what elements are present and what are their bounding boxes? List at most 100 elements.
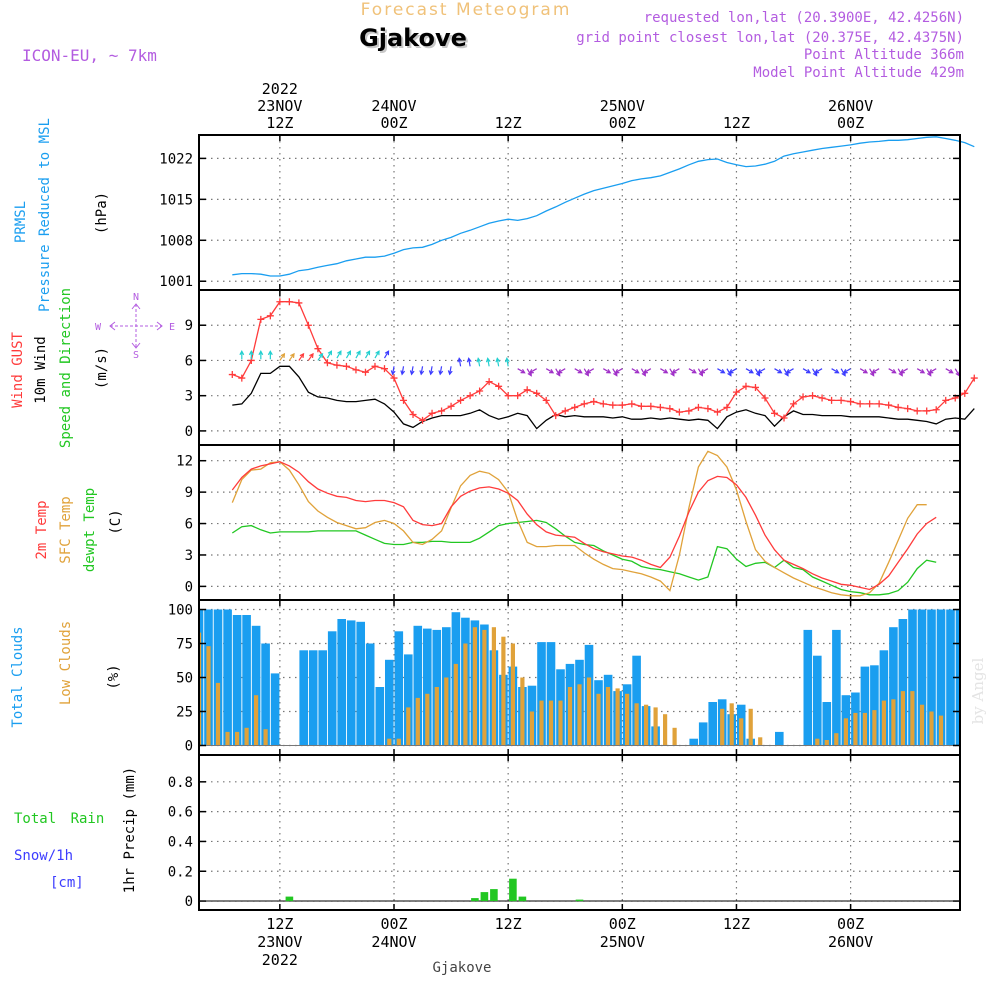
precip-y-ticks: 0 0.2 0.4 0.6 0.8 <box>168 775 960 910</box>
gust-point <box>913 407 921 415</box>
low-cloud-bar <box>387 738 392 746</box>
location-title-shadow: Gjakove <box>361 26 469 54</box>
wind-arrow <box>487 358 490 367</box>
total-cloud-bar <box>299 650 308 746</box>
clouds-unit: (%) <box>106 664 122 689</box>
total-cloud-bar <box>889 627 898 746</box>
bottom-time-label: 24NOV <box>371 933 416 951</box>
total-cloud-bar <box>546 642 556 746</box>
wind-arrow <box>477 358 481 367</box>
wind-arrow <box>430 366 433 375</box>
wind-arrow-head <box>309 352 314 358</box>
y-tick-label: 9 <box>185 318 193 334</box>
gust-point <box>457 396 465 404</box>
low-cloud-bar <box>824 740 829 746</box>
total-cloud-bar <box>242 615 251 746</box>
wind-arrow <box>449 366 452 375</box>
low-cloud-bar <box>815 738 820 746</box>
total-cloud-bar <box>232 615 242 746</box>
bottom-time-label: 2022 <box>262 951 298 969</box>
location-title: Gjakove <box>359 24 467 52</box>
y-tick-label: 3 <box>185 389 193 405</box>
clouds-panel: 0 25 50 75 100 Total Clouds Low Clouds (%) b… <box>10 599 987 756</box>
low-cloud-bar <box>672 727 677 746</box>
wind-arrow-head <box>356 350 361 356</box>
rain-bar <box>285 896 294 902</box>
total-cloud-bar <box>689 738 698 746</box>
wind-arrow-head <box>400 370 406 376</box>
total-cloud-bar <box>775 731 784 746</box>
total-cloud-bar <box>908 609 917 746</box>
wind-arrow-head <box>691 368 697 374</box>
total-cloud-bar <box>537 642 546 746</box>
wind-arrow-head <box>748 368 754 374</box>
gust-point <box>561 407 569 415</box>
super-title: Forecast Meteogram <box>361 0 572 20</box>
precip-frame <box>198 754 961 911</box>
wind-arrow <box>411 366 414 375</box>
wind-arrow <box>643 368 652 374</box>
low-cloud-bar <box>434 687 439 746</box>
wind-arrow-head <box>928 368 934 374</box>
wind-arrow <box>945 368 953 374</box>
wind-label-10m: 10m Wind <box>33 336 49 403</box>
compass-north: N <box>133 292 139 303</box>
wind-arrow <box>697 368 703 376</box>
y-tick-label: 6 <box>185 353 193 369</box>
total-cloud-bar <box>385 659 394 746</box>
low-cloud-bar <box>758 737 763 746</box>
y-tick-label: 100 <box>168 603 193 619</box>
bottom-time-label: 12Z <box>723 915 750 933</box>
gust-point <box>333 361 341 369</box>
wind-arrow <box>814 368 823 374</box>
wind-arrow-head <box>495 357 501 363</box>
low-cloud-bar <box>891 699 896 746</box>
info-model-altitude: Model Point Altitude 429m <box>753 65 964 81</box>
wind-arrow-head <box>390 370 396 376</box>
gust-point <box>342 362 350 370</box>
clouds-bars <box>199 609 960 746</box>
low-cloud-bar <box>453 663 458 746</box>
low-cloud-bar <box>482 629 487 746</box>
wind-arrow <box>517 368 525 374</box>
watermark: by Angel <box>969 657 987 724</box>
wind-arrow <box>754 368 761 376</box>
wind-arrow <box>757 368 766 374</box>
precip-label-snow-unit: [cm] <box>50 875 84 891</box>
gust-point <box>552 412 560 420</box>
gust-point <box>380 365 388 373</box>
gust-point <box>932 406 940 414</box>
low-cloud-bar <box>834 733 839 746</box>
clouds-label-total: Total Clouds <box>10 626 26 727</box>
wind-arrow <box>529 368 537 374</box>
total-cloud-bar <box>832 629 841 746</box>
gust-point <box>647 402 655 410</box>
wind-arrow <box>545 368 554 374</box>
gust-point <box>304 321 312 329</box>
gust-point <box>818 394 826 402</box>
low-cloud-bar <box>558 700 563 746</box>
wind-arrow <box>888 368 896 374</box>
gust-point <box>580 400 588 408</box>
low-cloud-bar <box>605 687 611 746</box>
wind-arrow <box>897 368 903 376</box>
low-cloud-bar <box>215 682 221 746</box>
gust-point <box>713 408 721 416</box>
wind-arrow-head <box>577 368 583 374</box>
gust-point <box>799 393 807 401</box>
wind-arrow-head <box>862 368 869 374</box>
wind-series <box>228 298 978 430</box>
pressure-line <box>232 136 975 277</box>
gust-point <box>495 382 503 390</box>
wind-arrow-head <box>258 350 264 356</box>
wind-arrow-head <box>438 370 444 376</box>
wind-arrow-head <box>248 350 254 356</box>
wind-arrow-head <box>728 368 734 374</box>
low-cloud-bar <box>577 684 582 746</box>
low-cloud-bar <box>862 712 867 746</box>
wind-arrow <box>871 368 880 374</box>
wind-arrow-head <box>614 368 620 374</box>
low-cloud-bar <box>938 715 944 746</box>
model-name: ICON-EU, ~ 7km <box>22 46 157 65</box>
gust-point <box>323 359 331 367</box>
